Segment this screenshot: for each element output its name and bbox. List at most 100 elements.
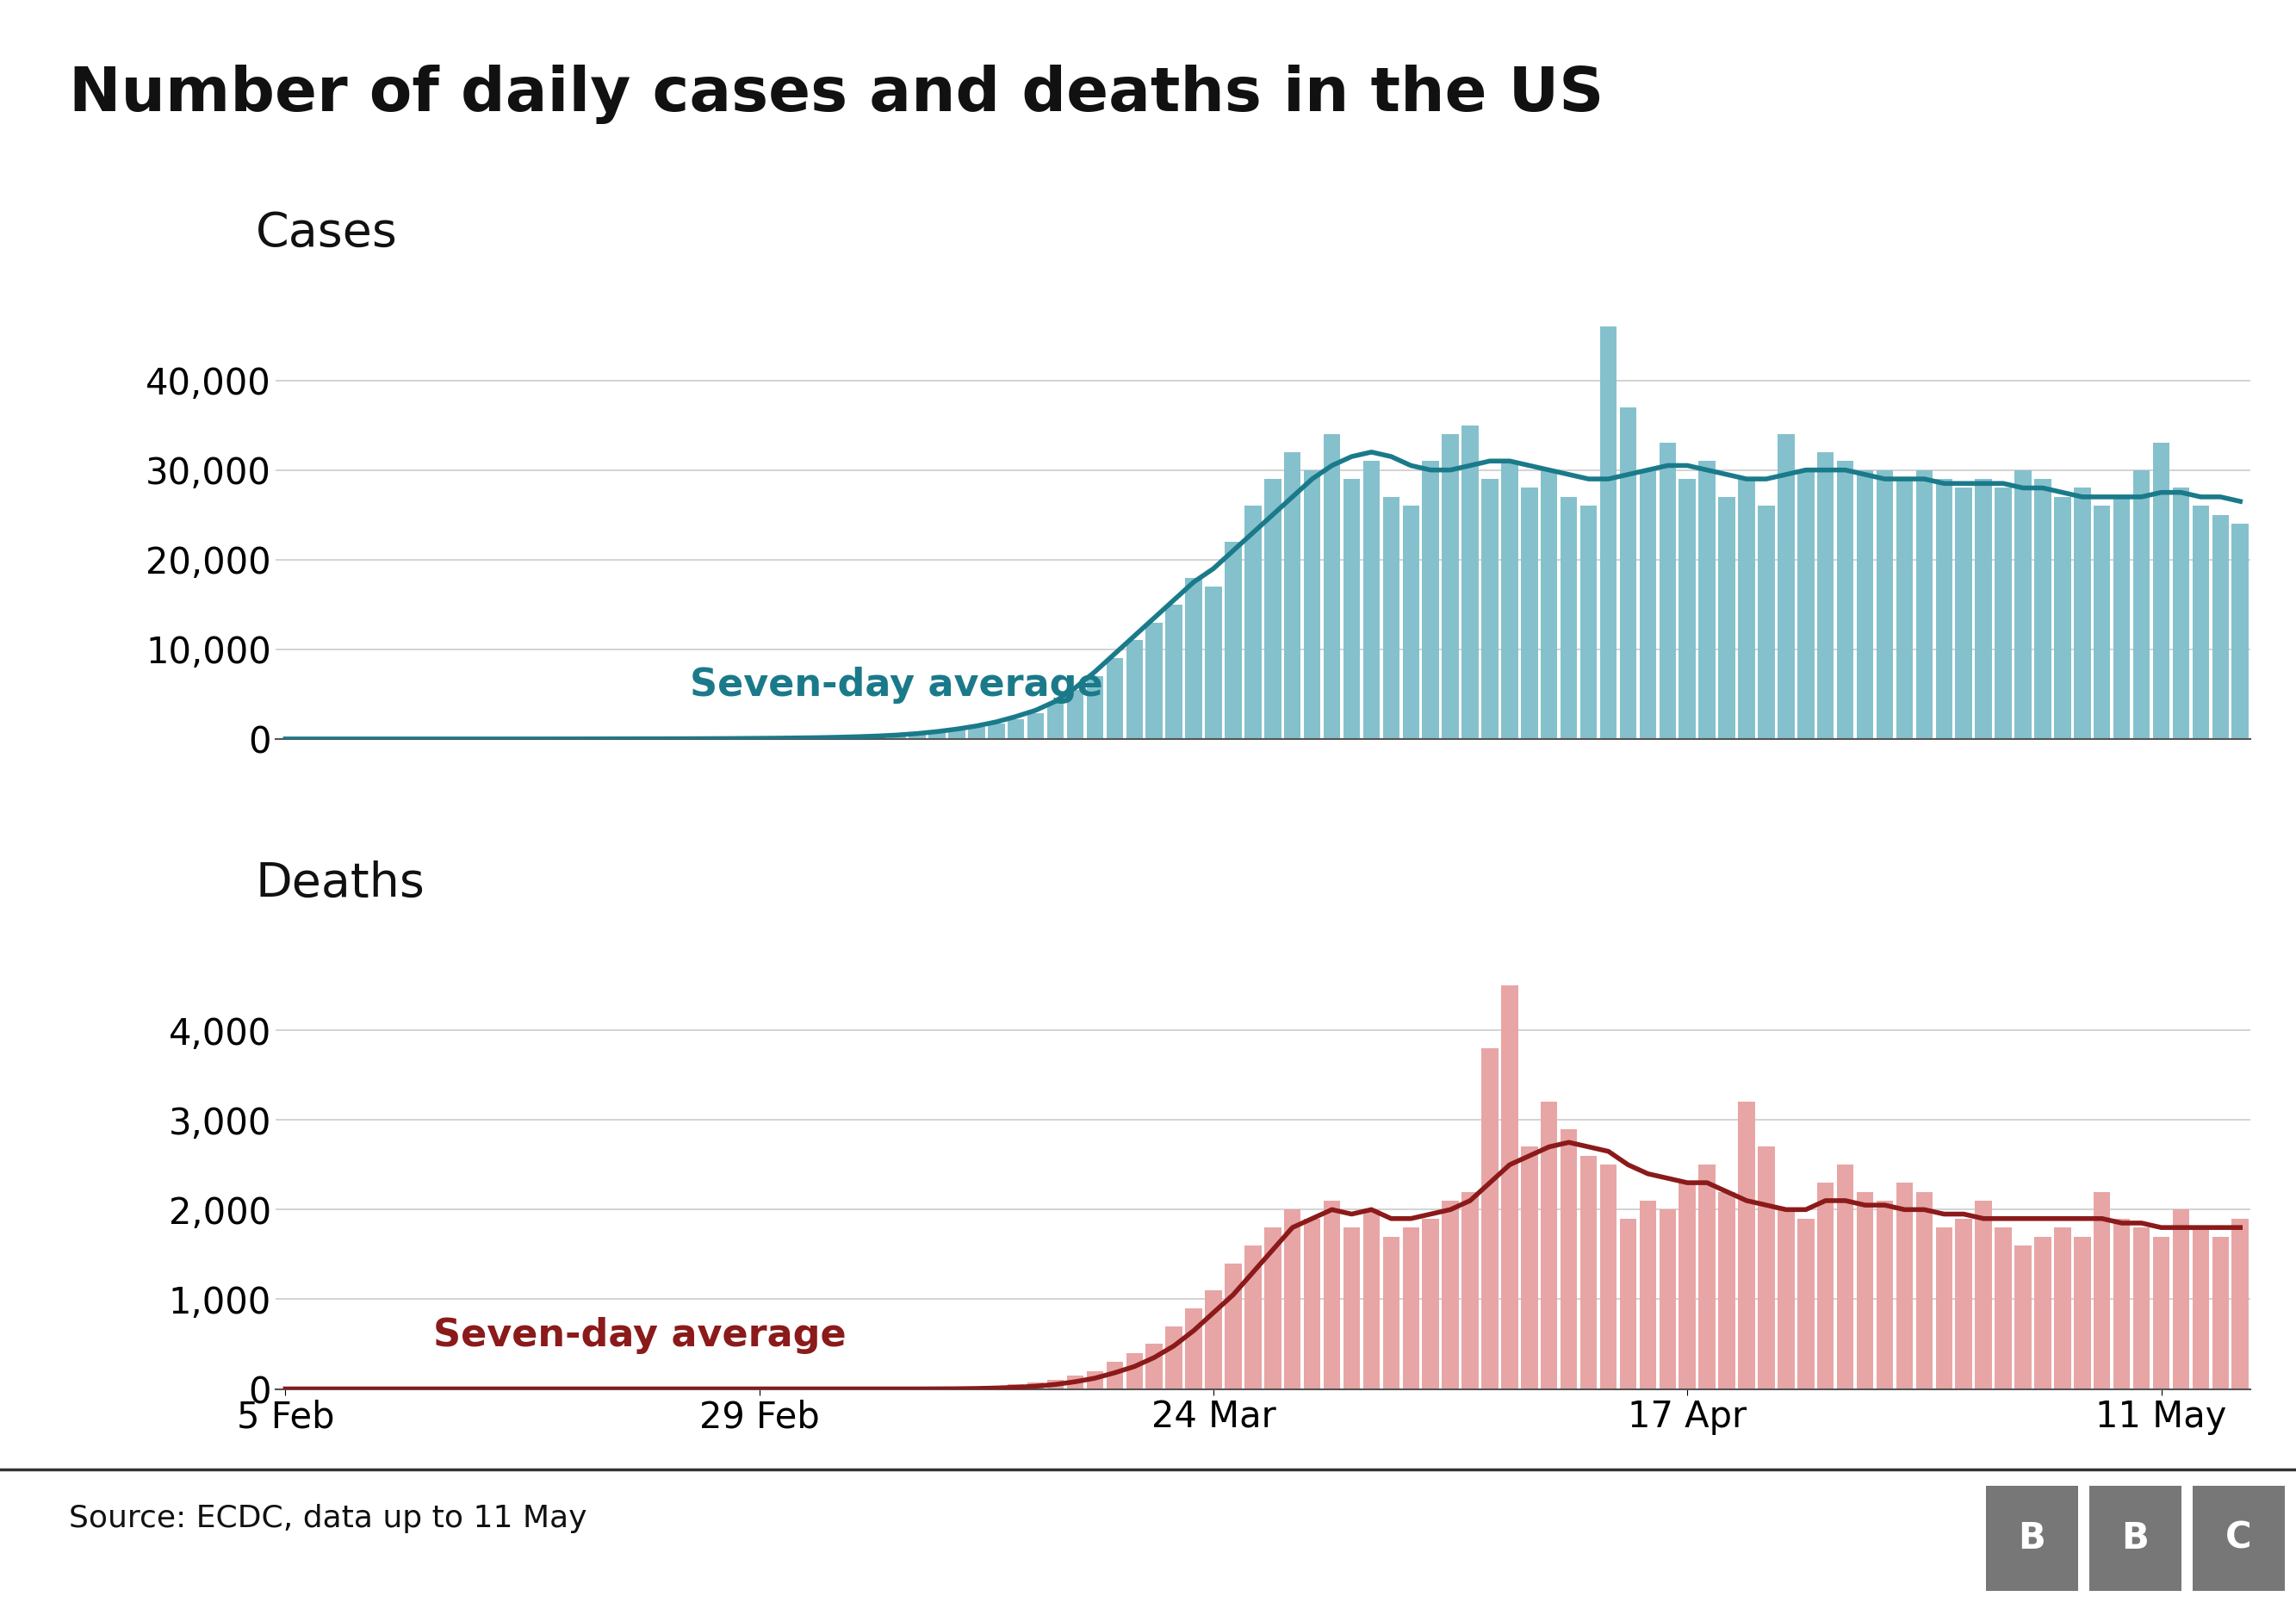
Bar bbox=[1837, 460, 1853, 740]
Text: Seven-day average: Seven-day average bbox=[434, 1316, 847, 1353]
Bar bbox=[2014, 470, 2032, 740]
Bar bbox=[1442, 434, 1458, 740]
Bar bbox=[1837, 1164, 1853, 1389]
Bar bbox=[948, 730, 964, 740]
Bar bbox=[850, 736, 866, 740]
Bar bbox=[2154, 443, 2170, 740]
Bar bbox=[2133, 1227, 2149, 1389]
Bar bbox=[1146, 622, 1162, 740]
Bar bbox=[1442, 1200, 1458, 1389]
Text: B: B bbox=[2122, 1520, 2149, 1557]
Bar bbox=[1026, 712, 1045, 740]
Bar bbox=[1125, 1353, 1143, 1389]
Bar bbox=[1185, 578, 1203, 740]
Bar bbox=[1816, 1182, 1835, 1389]
Bar bbox=[1047, 703, 1063, 740]
Bar bbox=[1798, 470, 1814, 740]
Bar bbox=[1403, 1227, 1419, 1389]
Bar bbox=[1322, 1200, 1341, 1389]
Bar bbox=[1798, 1219, 1814, 1389]
Bar bbox=[1699, 460, 1715, 740]
Bar bbox=[1502, 460, 1518, 740]
Bar bbox=[1816, 452, 1835, 740]
Bar bbox=[1304, 470, 1320, 740]
Bar bbox=[1107, 1361, 1123, 1389]
Bar bbox=[1956, 488, 1972, 740]
Bar bbox=[1205, 586, 1221, 740]
Bar bbox=[1541, 470, 1557, 740]
Bar bbox=[1777, 1210, 1795, 1389]
Bar bbox=[1364, 1210, 1380, 1389]
Bar bbox=[1481, 480, 1499, 740]
Bar bbox=[1777, 434, 1795, 740]
Bar bbox=[1026, 1382, 1045, 1389]
Bar bbox=[1463, 1192, 1479, 1389]
Bar bbox=[2172, 488, 2190, 740]
Bar bbox=[2014, 1245, 2032, 1389]
Bar bbox=[2112, 1219, 2131, 1389]
Bar bbox=[1166, 1326, 1182, 1389]
Bar bbox=[1600, 326, 1616, 740]
Bar bbox=[1364, 460, 1380, 740]
Bar bbox=[1520, 488, 1538, 740]
Bar bbox=[1896, 480, 1913, 740]
Bar bbox=[1107, 659, 1123, 740]
Bar bbox=[2172, 1210, 2190, 1389]
Text: Deaths: Deaths bbox=[255, 859, 425, 906]
Bar bbox=[987, 1386, 1006, 1389]
Bar bbox=[2094, 505, 2110, 740]
Bar bbox=[2055, 497, 2071, 740]
Bar bbox=[1639, 1200, 1655, 1389]
Bar bbox=[1047, 1379, 1063, 1389]
Bar bbox=[1956, 1219, 1972, 1389]
Bar bbox=[870, 736, 886, 740]
Bar bbox=[2211, 1237, 2229, 1389]
Bar bbox=[2073, 1237, 2092, 1389]
Bar bbox=[1068, 690, 1084, 740]
Bar bbox=[1975, 480, 1993, 740]
Bar bbox=[1481, 1048, 1499, 1389]
Bar bbox=[1068, 1376, 1084, 1389]
Bar bbox=[1619, 407, 1637, 740]
Bar bbox=[1936, 1227, 1952, 1389]
Bar bbox=[1146, 1344, 1162, 1389]
Bar bbox=[2055, 1227, 2071, 1389]
Bar bbox=[1125, 640, 1143, 740]
Bar bbox=[1660, 443, 1676, 740]
Bar bbox=[1224, 541, 1242, 740]
Bar bbox=[1244, 1245, 1261, 1389]
Bar bbox=[1283, 1210, 1302, 1389]
Bar bbox=[2133, 470, 2149, 740]
Bar bbox=[1265, 480, 1281, 740]
Bar bbox=[969, 1387, 985, 1389]
Bar bbox=[1678, 480, 1697, 740]
Bar bbox=[928, 732, 946, 740]
Bar bbox=[1541, 1101, 1557, 1389]
Bar bbox=[2154, 1237, 2170, 1389]
Bar bbox=[1244, 505, 1261, 740]
Bar bbox=[1502, 985, 1518, 1389]
Bar bbox=[1304, 1219, 1320, 1389]
Text: B: B bbox=[2018, 1520, 2046, 1557]
Bar bbox=[1857, 1192, 1874, 1389]
Bar bbox=[1915, 1192, 1933, 1389]
Bar bbox=[1936, 480, 1952, 740]
Bar bbox=[1995, 488, 2011, 740]
Text: Source: ECDC, data up to 11 May: Source: ECDC, data up to 11 May bbox=[69, 1504, 588, 1533]
Bar bbox=[1205, 1290, 1221, 1389]
Bar bbox=[987, 724, 1006, 740]
Bar bbox=[889, 735, 907, 740]
Bar bbox=[2193, 505, 2209, 740]
Bar bbox=[1896, 1182, 1913, 1389]
Bar bbox=[2034, 480, 2050, 740]
Bar bbox=[1322, 434, 1341, 740]
Bar bbox=[1857, 470, 1874, 740]
Bar bbox=[1382, 1237, 1401, 1389]
Bar bbox=[1759, 505, 1775, 740]
Bar bbox=[1660, 1210, 1676, 1389]
Bar bbox=[1166, 604, 1182, 740]
Bar bbox=[1738, 480, 1754, 740]
Bar bbox=[1382, 497, 1401, 740]
Bar bbox=[1343, 1227, 1359, 1389]
Bar bbox=[1975, 1200, 1993, 1389]
